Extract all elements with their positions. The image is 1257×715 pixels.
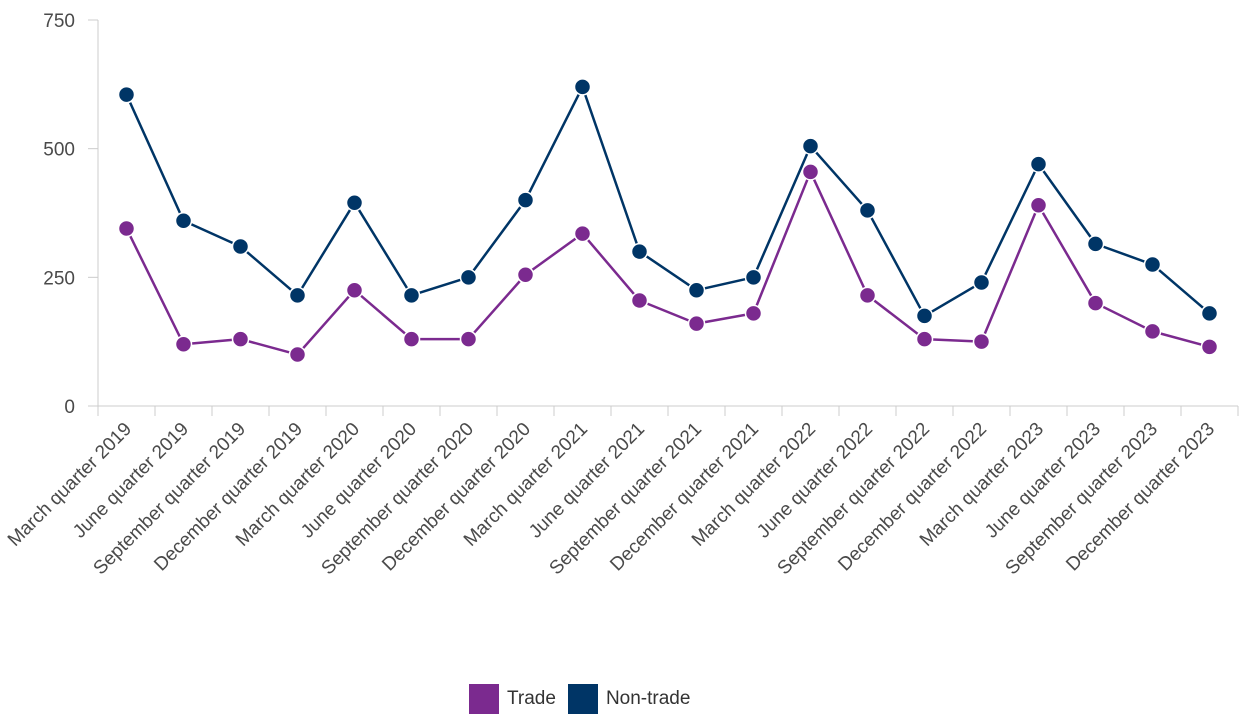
y-tick-label: 750 (43, 11, 75, 32)
data-point-trade[interactable] (288, 345, 307, 364)
data-point-non-trade[interactable] (915, 307, 934, 325)
data-point-trade[interactable] (174, 335, 193, 353)
data-point-trade[interactable] (630, 291, 649, 310)
data-point-trade[interactable] (231, 330, 250, 348)
legend-swatch-non-trade (567, 684, 598, 714)
legend-label-trade: Trade (507, 688, 556, 709)
legend: Trade Non-trade (469, 684, 702, 714)
legend-label-non-trade: Non-trade (605, 688, 691, 709)
series-line-non-trade (125, 85, 1211, 318)
data-point-non-trade[interactable] (1143, 255, 1162, 274)
data-point-trade[interactable] (1143, 322, 1162, 341)
data-point-non-trade[interactable] (516, 191, 535, 209)
series-trade (117, 163, 1219, 364)
data-point-trade[interactable] (402, 330, 421, 348)
data-point-non-trade[interactable] (801, 137, 820, 155)
data-point-trade[interactable] (915, 330, 934, 348)
data-point-non-trade[interactable] (117, 85, 136, 104)
data-point-trade[interactable] (801, 163, 820, 181)
data-point-trade[interactable] (516, 266, 535, 284)
data-point-non-trade[interactable] (459, 268, 478, 287)
legend-swatch-trade (469, 684, 499, 714)
data-point-non-trade[interactable] (174, 211, 193, 230)
series-line-trade (125, 170, 1210, 356)
series-non-trade (117, 78, 1219, 325)
data-point-trade[interactable] (1200, 338, 1219, 356)
data-point-trade[interactable] (744, 304, 763, 323)
data-point-trade[interactable] (1086, 294, 1105, 312)
data-point-trade[interactable] (858, 286, 877, 305)
data-point-non-trade[interactable] (288, 286, 307, 305)
y-tick-label: 0 (64, 397, 75, 418)
series-layer (117, 78, 1219, 364)
data-point-trade[interactable] (687, 314, 706, 333)
data-point-trade[interactable] (345, 281, 364, 299)
data-point-non-trade[interactable] (1086, 235, 1105, 253)
y-tick-label: 500 (43, 140, 75, 161)
y-axis-ticks: 0 250 500 750 (43, 11, 98, 418)
data-point-non-trade[interactable] (687, 281, 706, 299)
y-tick-label: 250 (43, 268, 75, 289)
data-point-non-trade[interactable] (402, 286, 421, 305)
legend-item-non-trade[interactable]: Non-trade (567, 684, 691, 714)
data-point-non-trade[interactable] (744, 268, 763, 287)
data-point-trade[interactable] (459, 330, 478, 348)
data-point-non-trade[interactable] (858, 201, 877, 220)
data-point-trade[interactable] (972, 332, 991, 351)
data-point-non-trade[interactable] (630, 242, 649, 261)
data-point-trade[interactable] (117, 219, 136, 238)
data-point-non-trade[interactable] (231, 237, 250, 256)
legend-item-trade[interactable]: Trade (469, 684, 556, 714)
data-point-trade[interactable] (573, 224, 592, 243)
data-point-non-trade[interactable] (1200, 304, 1219, 323)
data-point-non-trade[interactable] (345, 193, 364, 212)
data-point-non-trade[interactable] (972, 273, 991, 292)
data-point-trade[interactable] (1029, 196, 1048, 215)
data-point-non-trade[interactable] (1029, 155, 1048, 173)
data-point-non-trade[interactable] (573, 78, 592, 96)
